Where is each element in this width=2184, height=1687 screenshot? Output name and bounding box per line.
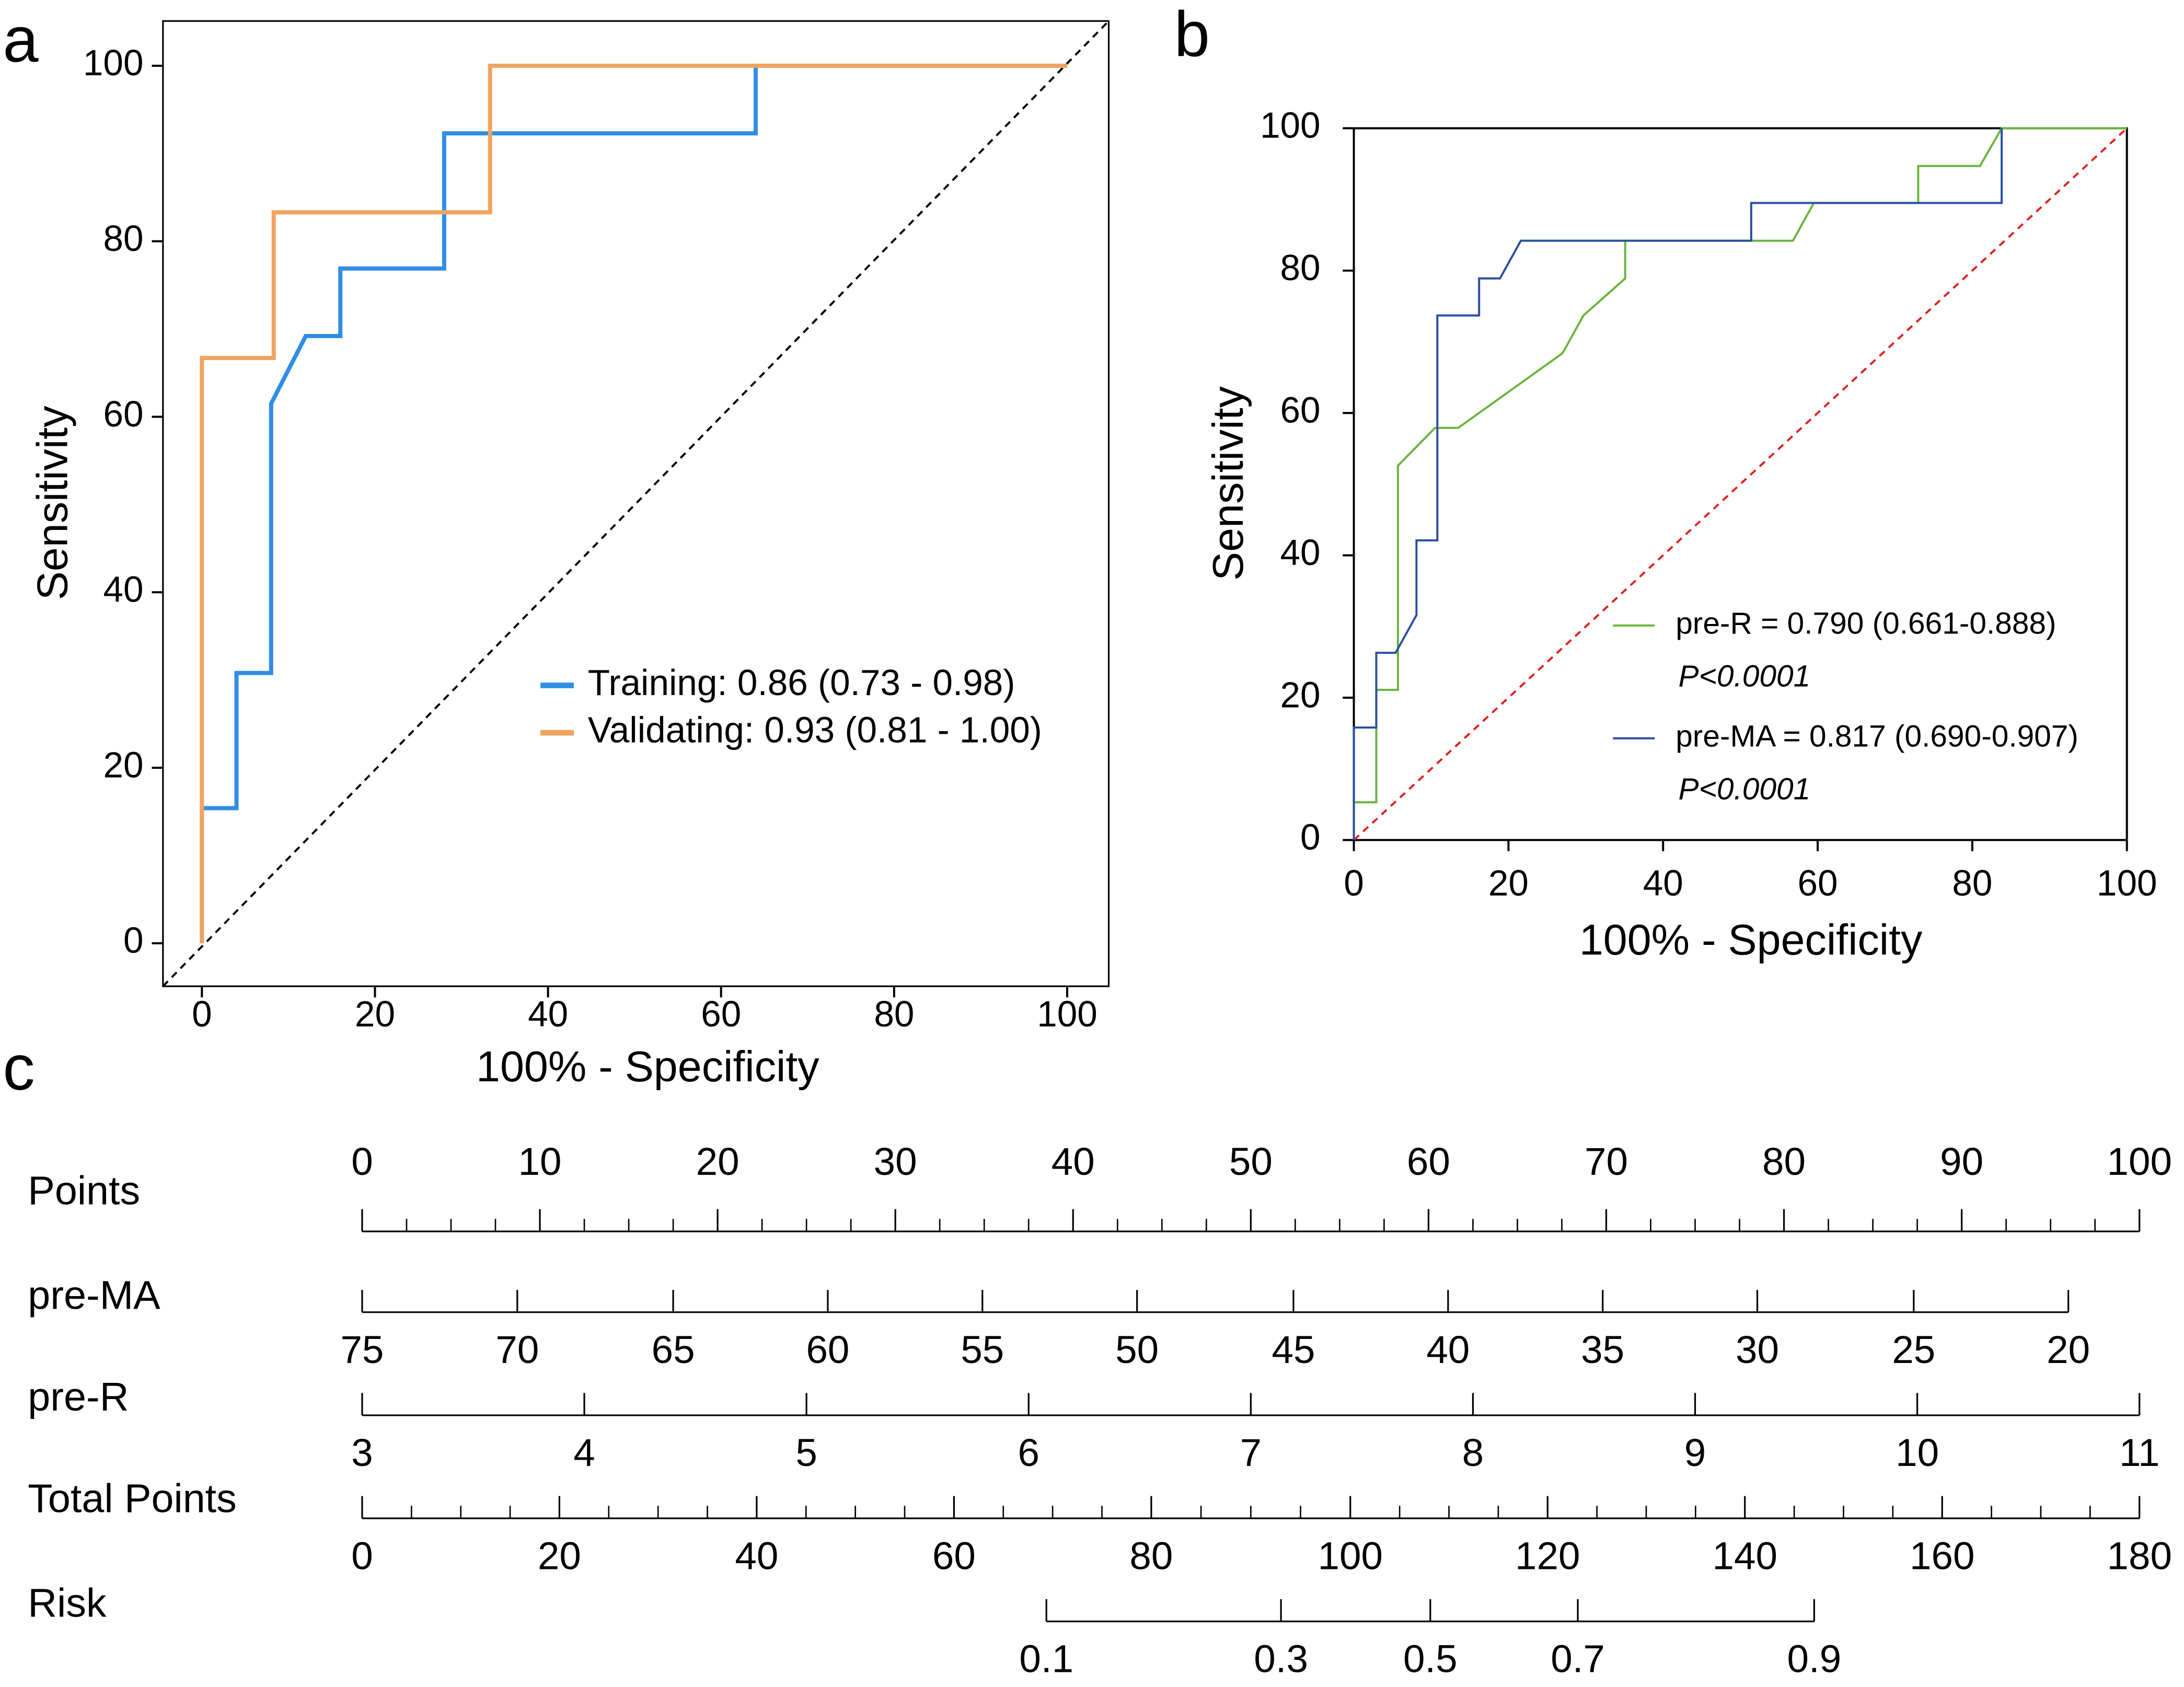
tick-label: 70 (1585, 1139, 1628, 1183)
tick-label: 0 (351, 1139, 373, 1183)
tick-label: 0 (351, 1533, 373, 1577)
x-tick-label: 0 (1344, 863, 1364, 904)
x-tick-label: 60 (701, 993, 741, 1034)
x-axis-title: 100% - Specificity (1579, 915, 1923, 964)
tick-label: 90 (1940, 1139, 1983, 1183)
y-tick-label: 80 (103, 218, 143, 259)
tick-label: 180 (2107, 1533, 2171, 1577)
y-tick-label: 20 (103, 744, 143, 785)
tick-label: 40 (1051, 1139, 1095, 1183)
tick-label: 55 (961, 1327, 1004, 1371)
row-name: pre-R (28, 1374, 129, 1419)
tick-label: 80 (1762, 1139, 1806, 1183)
tick-label: 140 (1713, 1533, 1777, 1577)
tick-label: 0.3 (1254, 1637, 1308, 1681)
p-value: P<0.0001 (1679, 660, 1811, 694)
x-tick-label: 100 (2097, 863, 2157, 904)
tick-label: 160 (1910, 1533, 1974, 1577)
tick-label: 10 (1896, 1430, 1939, 1474)
legend-label: Training: 0.86 (0.73 - 0.98) (588, 662, 1015, 703)
roc-curve (200, 63, 1068, 943)
y-tick-label: 60 (1280, 389, 1321, 430)
roc-curve (1353, 128, 2003, 840)
y-tick-label: 0 (1300, 817, 1321, 858)
x-tick-label: 100 (1037, 993, 1097, 1034)
legend-label: pre-R = 0.790 (0.661-0.888) (1675, 606, 2056, 640)
tick-label: 20 (696, 1139, 739, 1183)
plot-frame (162, 20, 1110, 987)
x-tick-label: 60 (1798, 863, 1838, 904)
tick-label: 35 (1581, 1327, 1624, 1371)
tick-label: 6 (1018, 1430, 1039, 1474)
tick-label: 4 (573, 1430, 595, 1474)
row-name: Risk (28, 1581, 107, 1626)
tick-label: 100 (1318, 1533, 1383, 1577)
tick-label: 30 (874, 1139, 917, 1183)
tick-label: 0.5 (1403, 1637, 1458, 1681)
tick-label: 30 (1736, 1327, 1779, 1371)
tick-label: 65 (652, 1327, 695, 1371)
tick-label: 75 (340, 1327, 384, 1371)
y-tick-label: 60 (103, 394, 143, 434)
panel-label: c (3, 1032, 34, 1103)
tick-label: 40 (1426, 1327, 1470, 1371)
y-axis-title: Sensitivity (28, 406, 76, 600)
tick-label: 80 (1129, 1533, 1173, 1577)
tick-label: 120 (1515, 1533, 1580, 1577)
tick-label: 50 (1115, 1327, 1159, 1371)
y-tick-label: 40 (1280, 532, 1321, 573)
row-name: Total Points (28, 1476, 237, 1521)
legend-label: pre-MA = 0.817 (0.690-0.907) (1675, 719, 2078, 753)
legend-label: Validating: 0.93 (0.81 - 1.00) (588, 709, 1042, 750)
tick-label: 9 (1684, 1430, 1706, 1474)
tick-label: 60 (806, 1327, 849, 1371)
x-tick-label: 20 (355, 993, 395, 1034)
y-tick-label: 40 (103, 569, 143, 610)
reference-line (162, 20, 1110, 987)
tick-label: 8 (1462, 1430, 1484, 1474)
tick-label: 3 (351, 1430, 373, 1474)
plot-frame (1353, 127, 2128, 841)
p-value: P<0.0001 (1679, 772, 1811, 806)
panel-label: a (3, 4, 39, 75)
tick-label: 20 (538, 1533, 581, 1577)
tick-label: 60 (1407, 1139, 1450, 1183)
tick-label: 40 (735, 1533, 778, 1577)
y-tick-label: 0 (123, 920, 144, 961)
tick-label: 11 (2119, 1430, 2159, 1474)
y-tick-label: 20 (1280, 674, 1321, 715)
tick-label: 50 (1229, 1139, 1273, 1183)
tick-label: 7 (1240, 1430, 1262, 1474)
tick-label: 0.1 (1019, 1637, 1073, 1681)
tick-label: 60 (932, 1533, 976, 1577)
x-tick-label: 80 (874, 993, 914, 1034)
y-tick-label: 100 (1260, 105, 1321, 146)
tick-label: 10 (518, 1139, 562, 1183)
panel-label: b (1174, 0, 1210, 70)
tick-label: 100 (2107, 1139, 2171, 1183)
y-tick-label: 100 (83, 42, 144, 83)
x-tick-label: 40 (1643, 863, 1683, 904)
row-name: pre-MA (28, 1273, 160, 1318)
x-tick-label: 0 (192, 993, 212, 1034)
x-tick-label: 40 (528, 993, 568, 1034)
x-tick-label: 80 (1952, 863, 1992, 904)
tick-label: 25 (1892, 1327, 1935, 1371)
row-name: Points (28, 1169, 140, 1214)
y-tick-label: 80 (1280, 247, 1321, 288)
tick-label: 70 (495, 1327, 539, 1371)
tick-label: 20 (2047, 1327, 2090, 1371)
y-axis-title: Sensitivity (1204, 386, 1252, 581)
roc-curve (200, 63, 1068, 943)
x-axis-title: 100% - Specificity (476, 1042, 819, 1091)
tick-label: 0.7 (1551, 1637, 1605, 1681)
tick-label: 0.9 (1787, 1637, 1842, 1681)
tick-label: 5 (795, 1430, 817, 1474)
x-tick-label: 20 (1488, 863, 1529, 904)
tick-label: 45 (1272, 1327, 1315, 1371)
